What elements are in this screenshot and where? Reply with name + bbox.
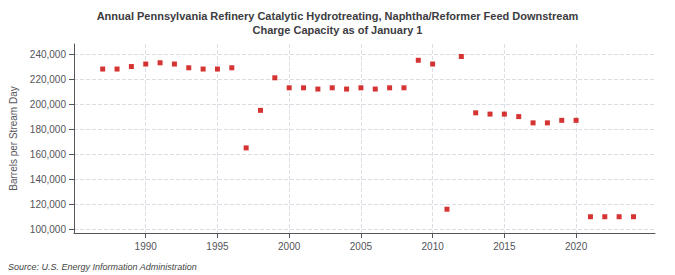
svg-text:140,000: 140,000 (30, 174, 67, 185)
svg-text:2020: 2020 (565, 241, 588, 252)
svg-text:Barrels per Stream Day: Barrels per Stream Day (8, 86, 19, 190)
svg-text:180,000: 180,000 (30, 124, 67, 135)
svg-text:1995: 1995 (206, 241, 229, 252)
svg-text:160,000: 160,000 (30, 149, 67, 160)
svg-text:Annual Pennsylvania Refinery C: Annual Pennsylvania Refinery Catalytic H… (97, 10, 579, 22)
svg-text:220,000: 220,000 (30, 74, 67, 85)
svg-text:2015: 2015 (493, 241, 516, 252)
svg-text:2000: 2000 (278, 241, 301, 252)
svg-text:100,000: 100,000 (30, 224, 67, 235)
svg-text:2010: 2010 (422, 241, 445, 252)
svg-text:1990: 1990 (135, 241, 158, 252)
svg-text:2005: 2005 (350, 241, 373, 252)
svg-text:Source: U.S. Energy Informatio: Source: U.S. Energy Information Administ… (8, 262, 197, 272)
svg-text:240,000: 240,000 (30, 49, 67, 60)
svg-text:120,000: 120,000 (30, 199, 67, 210)
svg-text:200,000: 200,000 (30, 99, 67, 110)
svg-text:Charge Capacity as of January: Charge Capacity as of January 1 (253, 24, 423, 36)
